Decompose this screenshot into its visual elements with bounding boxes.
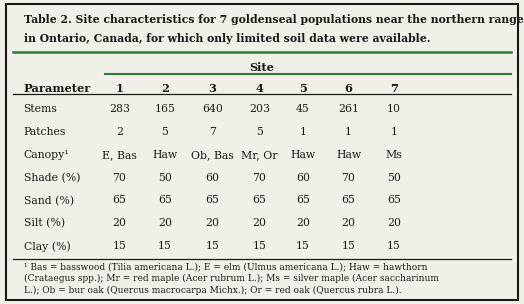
Text: 1: 1 (345, 127, 352, 137)
Text: 165: 165 (155, 104, 176, 114)
Text: 65: 65 (113, 195, 126, 206)
Text: 65: 65 (205, 195, 219, 206)
Text: Stems: Stems (24, 104, 57, 114)
Text: 70: 70 (342, 173, 355, 183)
Text: 5: 5 (256, 127, 263, 137)
Text: Ms: Ms (386, 150, 402, 160)
Text: 20: 20 (296, 218, 310, 228)
Text: 7: 7 (209, 127, 216, 137)
Text: 50: 50 (387, 173, 401, 183)
Text: 640: 640 (202, 104, 223, 114)
Text: 2: 2 (116, 127, 123, 137)
Text: 20: 20 (387, 218, 401, 228)
Text: 15: 15 (113, 241, 126, 251)
Text: 65: 65 (158, 195, 172, 206)
Text: 5: 5 (299, 83, 307, 94)
Text: 1: 1 (115, 83, 124, 94)
Text: E, Bas: E, Bas (102, 150, 137, 160)
Text: 10: 10 (387, 104, 401, 114)
Text: 65: 65 (253, 195, 266, 206)
Text: Sand (%): Sand (%) (24, 195, 74, 206)
Text: 70: 70 (253, 173, 266, 183)
Text: 1: 1 (390, 127, 398, 137)
Text: 20: 20 (158, 218, 172, 228)
Text: 60: 60 (296, 173, 310, 183)
Text: 20: 20 (342, 218, 355, 228)
Text: Table 2. Site characteristics for 7 goldenseal populations near the northern ran: Table 2. Site characteristics for 7 gold… (24, 14, 524, 25)
Text: 3: 3 (208, 83, 216, 94)
Text: 65: 65 (296, 195, 310, 206)
Text: 65: 65 (387, 195, 401, 206)
Text: 45: 45 (296, 104, 310, 114)
Text: Haw: Haw (290, 150, 315, 160)
Text: Clay (%): Clay (%) (24, 241, 70, 252)
Text: 5: 5 (161, 127, 169, 137)
Text: Parameter: Parameter (24, 83, 91, 94)
Text: 60: 60 (205, 173, 219, 183)
Text: 15: 15 (253, 241, 266, 251)
Text: 15: 15 (205, 241, 219, 251)
Text: Canopy¹: Canopy¹ (24, 150, 69, 160)
Text: Patches: Patches (24, 127, 66, 137)
Text: 15: 15 (387, 241, 401, 251)
Text: 2: 2 (161, 83, 169, 94)
Text: 70: 70 (113, 173, 126, 183)
Text: Site: Site (249, 62, 275, 73)
Text: 4: 4 (255, 83, 264, 94)
Text: Silt (%): Silt (%) (24, 218, 64, 229)
Text: 261: 261 (338, 104, 359, 114)
Text: Haw: Haw (336, 150, 361, 160)
FancyBboxPatch shape (6, 4, 518, 300)
Text: 15: 15 (342, 241, 355, 251)
Text: Ob, Bas: Ob, Bas (191, 150, 234, 160)
Text: 20: 20 (113, 218, 126, 228)
Text: Mr, Or: Mr, Or (241, 150, 278, 160)
Text: 203: 203 (249, 104, 270, 114)
Text: Shade (%): Shade (%) (24, 173, 80, 183)
Text: 50: 50 (158, 173, 172, 183)
Text: 15: 15 (158, 241, 172, 251)
Text: in Ontario, Canada, for which only limited soil data were available.: in Ontario, Canada, for which only limit… (24, 33, 430, 43)
Text: 1: 1 (299, 127, 307, 137)
Text: 20: 20 (205, 218, 219, 228)
Text: 6: 6 (344, 83, 353, 94)
Text: 65: 65 (342, 195, 355, 206)
Text: ¹ Bas = basswood (Tilia americana L.); E = elm (Ulmus americana L.); Haw = hawth: ¹ Bas = basswood (Tilia americana L.); E… (24, 262, 439, 295)
Text: 15: 15 (296, 241, 310, 251)
Text: 283: 283 (109, 104, 130, 114)
Text: 7: 7 (390, 83, 398, 94)
Text: 20: 20 (253, 218, 266, 228)
Text: Haw: Haw (152, 150, 178, 160)
